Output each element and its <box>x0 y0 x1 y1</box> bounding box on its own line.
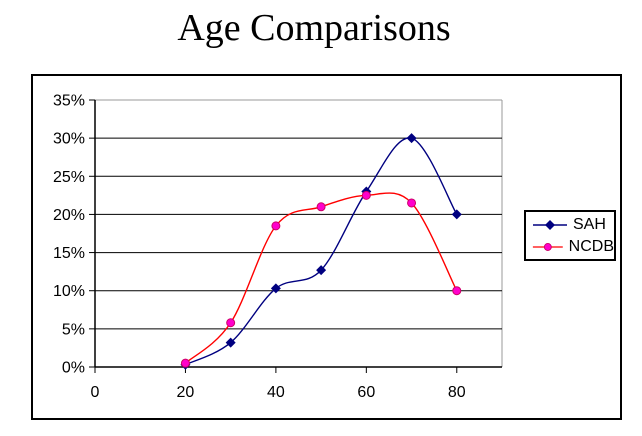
chart-frame <box>31 74 622 420</box>
ncdb-line-circle-icon <box>532 242 563 251</box>
y-axis-tick-label: 10% <box>53 283 85 300</box>
legend-label-ncdb: NCDB <box>568 237 614 255</box>
y-axis-tick-label: 35% <box>53 93 85 110</box>
legend-label-sah: SAH <box>573 215 606 233</box>
ncdb-data-point <box>407 198 417 208</box>
ncdb-data-point <box>180 358 190 368</box>
sah-line <box>185 137 458 366</box>
legend-item-sah: SAH <box>532 216 614 234</box>
sah-data-point <box>225 337 236 348</box>
x-axis-tick-label: 40 <box>267 384 285 401</box>
sah-data-point <box>316 265 327 276</box>
y-axis-tick-label: 20% <box>53 207 85 224</box>
ncdb-data-point <box>361 190 371 200</box>
y-axis-tick-label: 25% <box>53 169 85 186</box>
ncdb-data-point <box>452 286 462 296</box>
x-axis-tick-label: 60 <box>357 384 375 401</box>
y-axis-tick-label: 0% <box>62 360 85 377</box>
y-axis-tick-label: 30% <box>53 131 85 148</box>
sah-data-point <box>451 209 462 220</box>
sah-data-point <box>270 283 281 294</box>
sah-data-point <box>406 133 417 144</box>
legend: SAH NCDB <box>524 210 616 261</box>
x-axis-tick-label: 20 <box>177 384 195 401</box>
y-axis-tick-label: 5% <box>62 321 85 338</box>
x-axis-tick-label: 0 <box>91 384 100 401</box>
ncdb-data-point <box>316 202 326 212</box>
sah-line-diamond-icon <box>533 219 567 230</box>
ncdb-data-point <box>271 221 281 231</box>
ncdb-line <box>184 192 458 364</box>
chart-title: Age Comparisons <box>177 7 451 49</box>
legend-item-ncdb: NCDB <box>532 238 614 256</box>
y-axis-tick-label: 15% <box>53 245 85 262</box>
x-axis-tick-label: 80 <box>448 384 466 401</box>
ncdb-data-point <box>226 318 236 328</box>
